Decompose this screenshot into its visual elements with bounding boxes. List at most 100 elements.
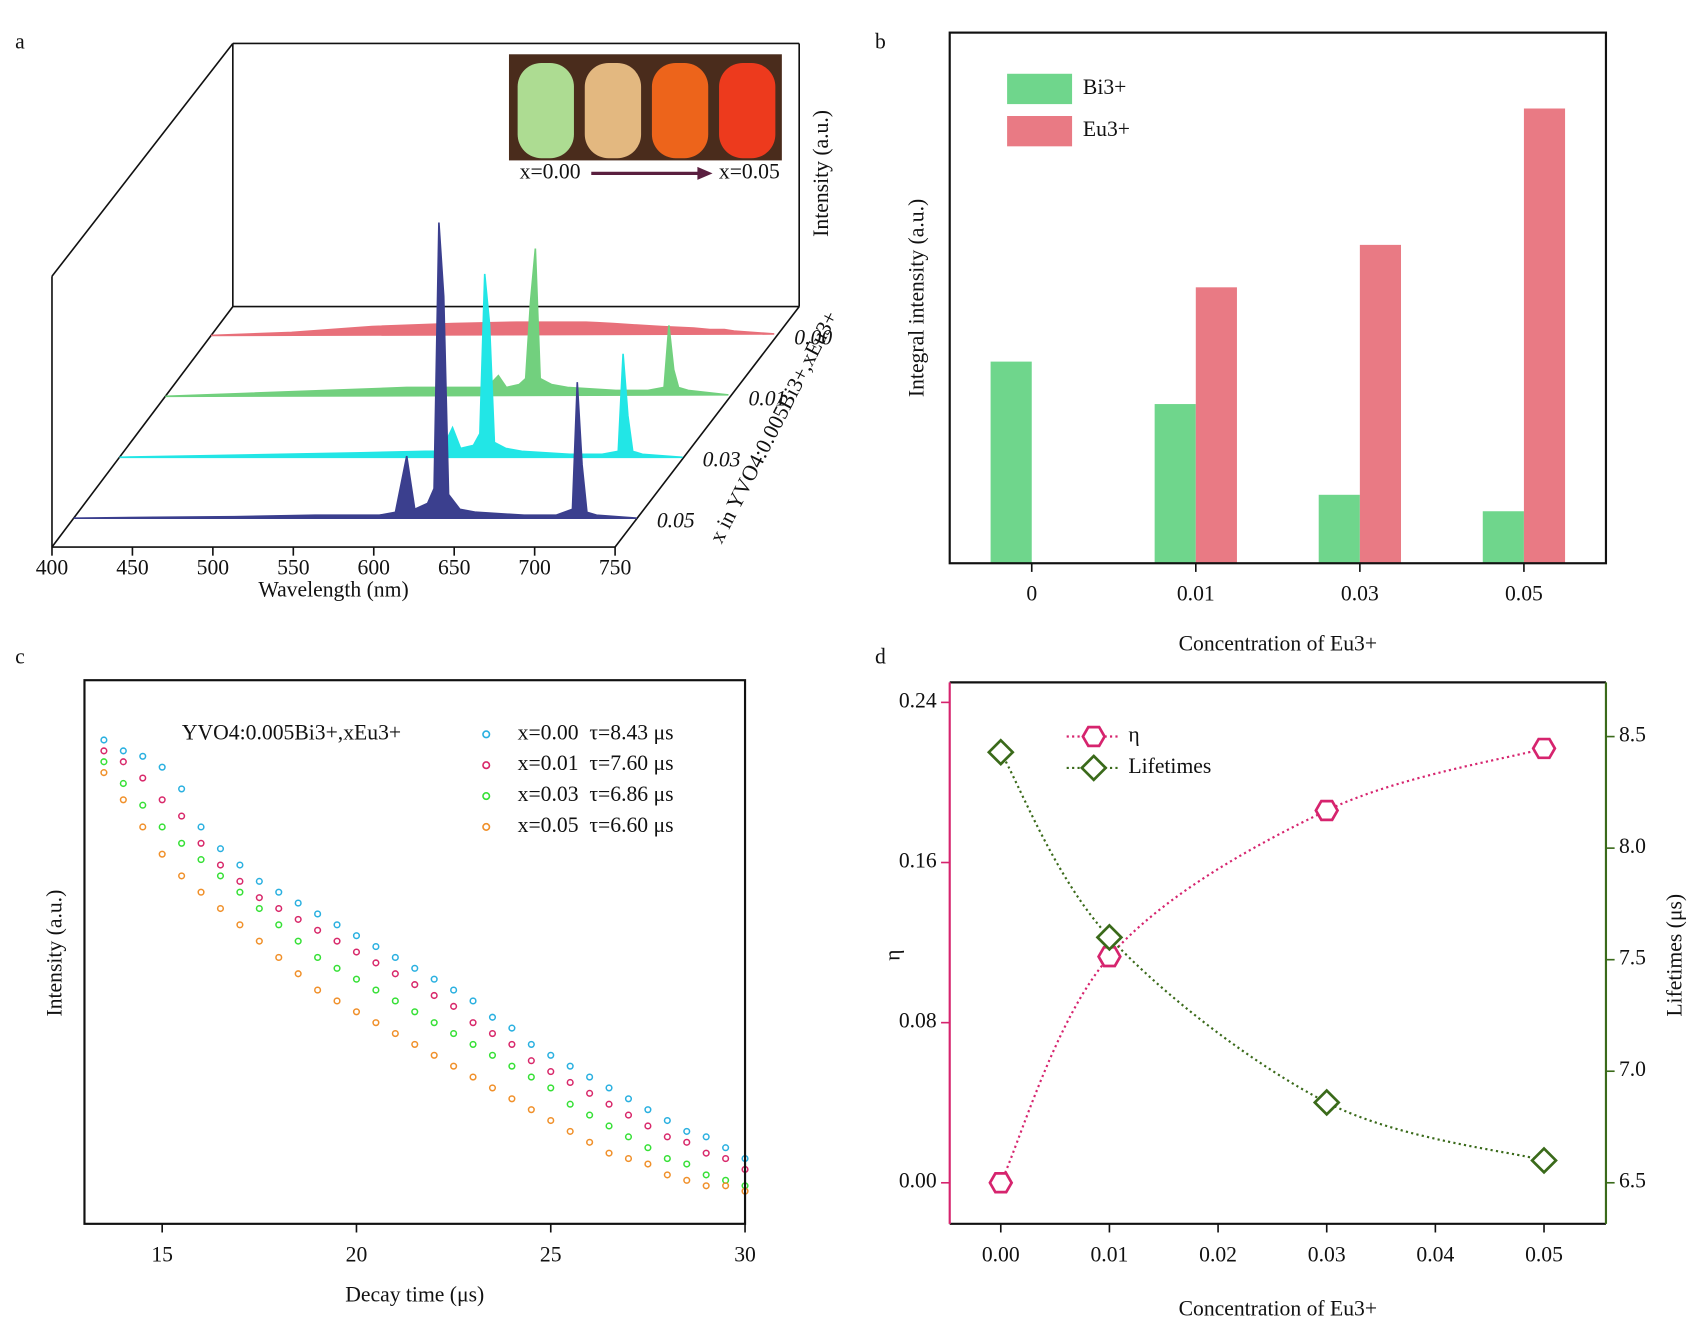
bar — [1482, 511, 1524, 564]
bar — [1523, 108, 1566, 564]
data-point — [275, 888, 283, 896]
data-point — [372, 959, 380, 967]
x-tick-label: 0 — [1026, 582, 1037, 606]
y2-tick-label: 8.5 — [1619, 723, 1646, 747]
legend-label: Bi3+ — [1083, 75, 1126, 99]
data-point — [469, 997, 477, 1005]
legend-label: x=0.00 τ=8.43 μs — [518, 720, 674, 744]
x-tick-label: 0.05 — [1505, 582, 1543, 606]
data-point — [566, 1127, 574, 1135]
data-point — [450, 1062, 458, 1070]
bar — [990, 361, 1032, 564]
x-tick-label: 0.03 — [1341, 582, 1379, 606]
data-marker — [986, 738, 1015, 767]
x-axis-label: Decay time (μs) — [345, 1282, 484, 1306]
data-point — [372, 943, 380, 951]
legend-marker — [1081, 725, 1107, 748]
data-point — [527, 1073, 535, 1081]
data-point — [624, 1111, 633, 1119]
data-point — [508, 1062, 516, 1070]
panel-letter: c — [15, 645, 25, 669]
data-point — [702, 1149, 710, 1157]
x-tick-label: 400 — [36, 556, 68, 580]
data-point — [683, 1160, 691, 1168]
vial — [584, 62, 642, 159]
data-point — [566, 1078, 574, 1087]
x-tick-label: 0.01 — [1177, 582, 1215, 606]
data-point — [605, 1122, 613, 1130]
data-point — [333, 921, 341, 929]
data-point — [411, 964, 419, 972]
legend-label: x=0.05 τ=6.60 μs — [518, 813, 674, 837]
x-tick-label: 550 — [277, 556, 309, 580]
legend-label: Eu3+ — [1083, 117, 1130, 141]
data-point — [663, 1155, 671, 1163]
data-point — [139, 823, 147, 831]
data-point — [702, 1182, 710, 1190]
inset-label: x=0.00 — [520, 159, 581, 183]
vial — [719, 62, 776, 159]
x-tick-label: 0.01 — [1090, 1242, 1128, 1266]
data-point — [275, 904, 283, 913]
y-axis-label: η — [880, 950, 904, 961]
data-point — [683, 1176, 691, 1184]
x-tick-label: 30 — [734, 1242, 756, 1266]
x-axis-label: Concentration of Eu3+ — [1179, 632, 1378, 656]
data-point — [430, 1019, 438, 1027]
data-point — [139, 752, 147, 760]
data-point — [722, 1144, 730, 1152]
box-edge — [614, 306, 800, 548]
data-marker — [1531, 737, 1557, 760]
inset-label: x=0.05 — [719, 159, 780, 183]
data-point — [547, 1084, 555, 1092]
data-point — [236, 888, 244, 896]
data-marker — [1095, 923, 1124, 952]
legend-label: x=0.03 τ=6.86 μs — [518, 782, 674, 806]
data-point — [391, 953, 399, 962]
data-point — [197, 839, 205, 847]
data-point — [624, 1155, 633, 1163]
x-tick-label: 0.03 — [1308, 1242, 1346, 1266]
data-point — [352, 975, 361, 983]
y-tick-label: 0.16 — [899, 848, 937, 872]
data-point — [100, 769, 108, 777]
data-point — [100, 736, 108, 744]
x-axis-label: Wavelength (nm) — [258, 577, 408, 601]
data-point — [547, 1051, 555, 1059]
legend-label: Lifetimes — [1128, 754, 1211, 778]
box-edge — [51, 306, 234, 548]
legend-marker — [482, 822, 491, 831]
data-point — [430, 975, 438, 983]
data-point — [527, 1057, 535, 1065]
data-point — [469, 1019, 477, 1027]
data-point — [100, 758, 108, 766]
data-point — [314, 926, 322, 934]
x-tick-label: 0.05 — [1525, 1242, 1563, 1266]
y-tick-label: 0.24 — [899, 688, 937, 712]
bar — [1154, 404, 1196, 564]
y2-tick-label: 6.5 — [1619, 1169, 1646, 1193]
data-marker — [988, 1172, 1014, 1194]
spectrum — [119, 273, 683, 459]
y-axis-label: Integral intensity (a.u.) — [904, 199, 928, 397]
data-point — [450, 986, 458, 994]
data-point — [372, 1019, 380, 1027]
data-point — [586, 1073, 594, 1081]
inset-arrowhead — [697, 166, 713, 180]
x-tick-label: 500 — [197, 556, 229, 580]
data-point — [216, 872, 225, 880]
data-point — [624, 1133, 633, 1141]
data-point — [294, 970, 302, 978]
spectrum — [73, 222, 637, 519]
data-point — [644, 1144, 652, 1152]
data-point — [469, 1073, 477, 1081]
data-point — [255, 877, 263, 885]
x-tick-label: 0.04 — [1416, 1242, 1454, 1266]
bar — [1359, 244, 1402, 564]
data-point — [547, 1068, 555, 1076]
y-axis-label: Intensity (a.u.) — [809, 110, 833, 237]
x-tick-label: 450 — [116, 556, 148, 580]
data-point — [644, 1106, 652, 1114]
legend-marker — [482, 761, 491, 770]
data-point — [566, 1100, 574, 1108]
